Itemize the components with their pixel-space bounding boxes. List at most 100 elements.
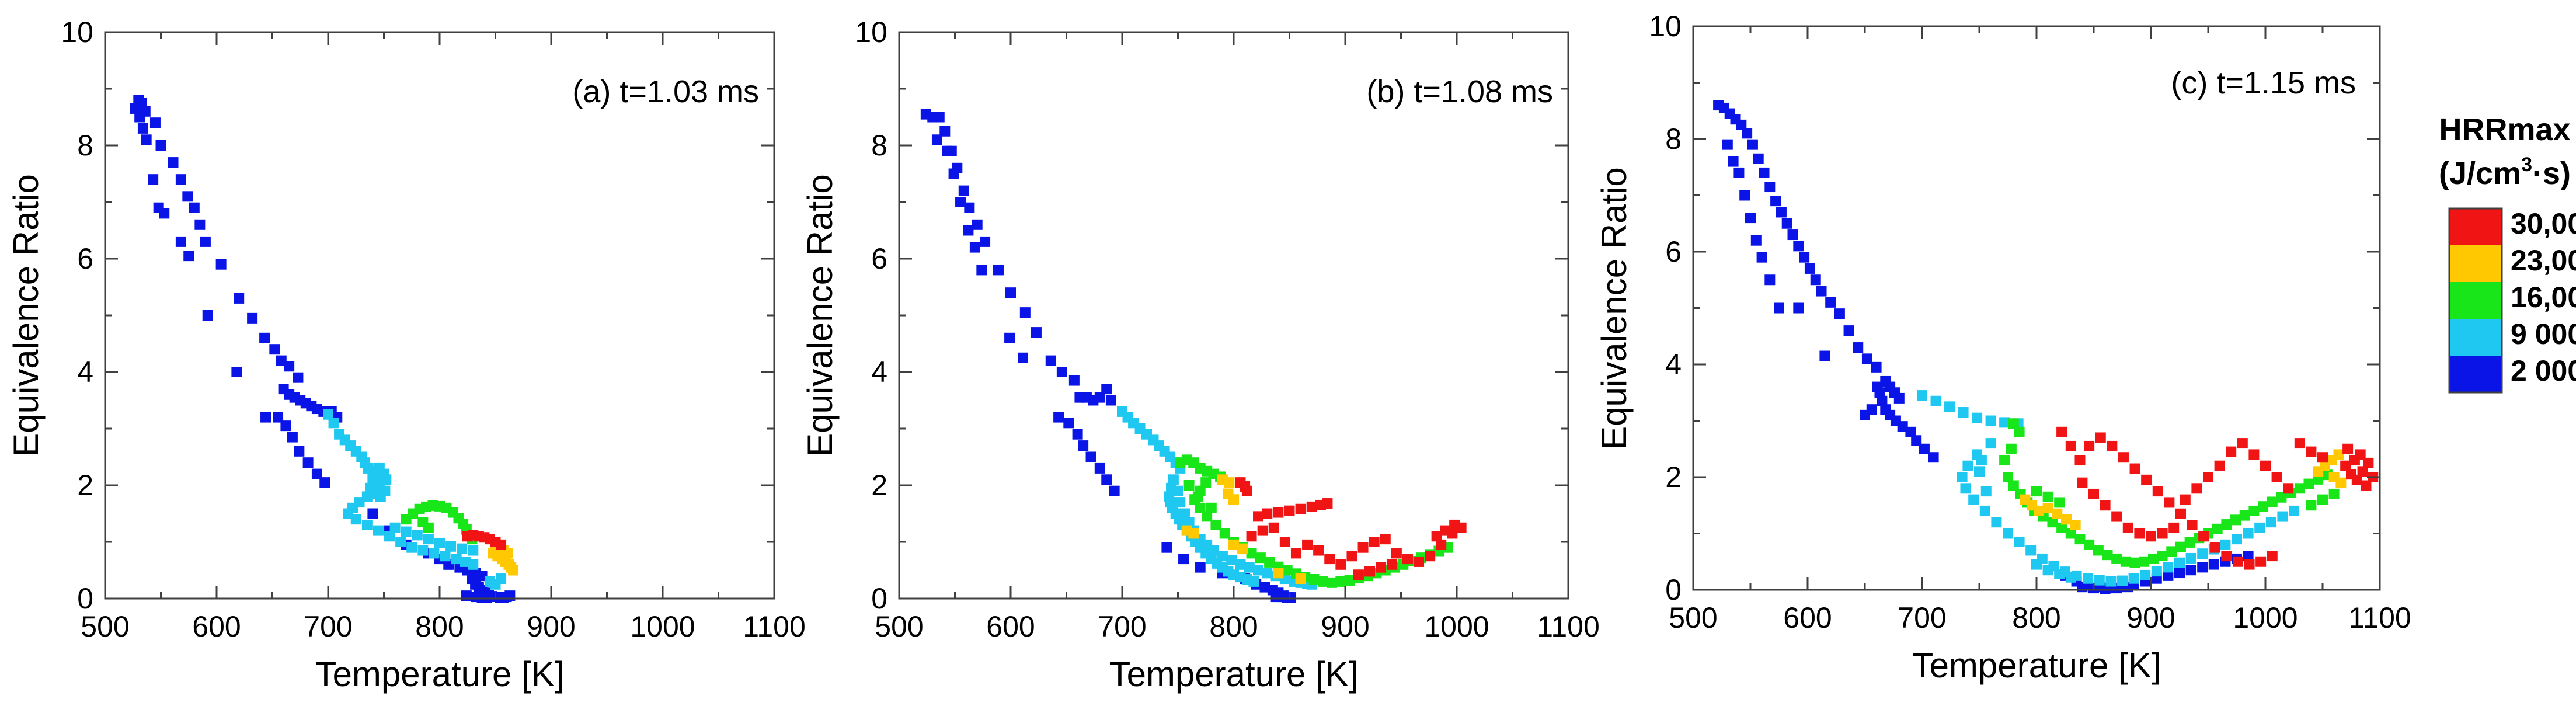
data-point (2294, 483, 2305, 494)
data-point (2180, 494, 2191, 505)
panel-b-xtick-label: 700 (1098, 610, 1146, 643)
data-point (302, 457, 314, 468)
panel-c: 500 600 700 800 900 1000 1100 0 2 4 6 8 … (1595, 10, 2411, 685)
data-point (2197, 548, 2208, 559)
data-point (287, 432, 298, 443)
data-point (1237, 543, 1248, 554)
data-point (1277, 592, 1289, 603)
data-point (1004, 332, 1015, 343)
data-point (183, 251, 194, 262)
data-point (202, 310, 213, 321)
data-point (2232, 534, 2242, 545)
data-point (2129, 557, 2140, 568)
data-point (1063, 418, 1074, 429)
data-point (2025, 545, 2037, 556)
data-point (1262, 508, 1273, 519)
data-point (1202, 511, 1213, 522)
data-point (972, 219, 983, 230)
data-point (440, 551, 451, 562)
data-point (1391, 548, 1402, 559)
data-point (1246, 531, 1257, 542)
data-point (2083, 573, 2094, 584)
panel-c-title: (c) t=1.15 ms (2171, 65, 2356, 100)
data-point (2117, 575, 2128, 586)
data-point (350, 514, 361, 525)
data-point (2118, 452, 2129, 463)
data-point (1045, 355, 1056, 366)
data-point (280, 420, 291, 432)
data-point (1105, 395, 1116, 406)
data-point (2209, 542, 2220, 553)
data-point (1273, 568, 1284, 579)
data-point (2289, 505, 2299, 516)
data-point (2054, 568, 2065, 579)
data-point (1440, 525, 1451, 536)
data-point (2014, 426, 2025, 437)
data-point (1282, 565, 1293, 576)
data-point (1962, 460, 1973, 471)
data-point (2363, 457, 2374, 468)
data-point (1999, 455, 2010, 466)
data-point (1235, 559, 1246, 570)
data-point (1019, 307, 1031, 318)
data-point (2031, 559, 2042, 570)
data-point (468, 559, 479, 570)
panel-b-ytick-label: 6 (871, 242, 887, 275)
panel-b-ytick-label: 4 (871, 356, 887, 388)
data-point (423, 522, 434, 533)
data-point (2351, 474, 2362, 485)
panel-b-xtick-label: 900 (1321, 610, 1369, 643)
data-point (319, 477, 330, 488)
data-point (2111, 511, 2122, 522)
data-point (1369, 537, 1380, 547)
data-point (137, 98, 148, 109)
data-point (1804, 263, 1815, 274)
panel-b-xtick-label: 1000 (1424, 610, 1489, 643)
data-point (423, 534, 434, 545)
data-point (934, 112, 945, 123)
panel-b-plot-frame (898, 31, 1569, 600)
panel-b-xlabel: Temperature [K] (1109, 655, 1359, 694)
data-point (284, 361, 295, 372)
data-point (311, 468, 322, 479)
data-point (328, 418, 339, 429)
panel-a-ylabel: Equivalence Ratio (6, 174, 46, 457)
data-point (939, 126, 951, 137)
legend-units-prefix: (J/cm (2439, 156, 2521, 191)
data-point (1756, 252, 1767, 263)
hrr-legend: HRRmax (J/cm3·s) 30,000 23,000 16,000 9 … (2439, 112, 2576, 394)
panel-c-xlabel: Temperature [K] (1912, 646, 2161, 685)
data-point (1244, 562, 1255, 573)
data-point (2033, 505, 2044, 516)
data-point (1968, 494, 1979, 505)
data-point (468, 545, 479, 556)
data-point (1175, 497, 1186, 508)
data-point (380, 485, 391, 496)
data-point (1068, 375, 1080, 386)
panel-c-xtick-label: 600 (1783, 601, 1832, 634)
data-point (247, 312, 258, 324)
panel-b-ytick-label: 0 (871, 582, 887, 615)
data-point (269, 344, 280, 355)
data-point (182, 191, 193, 202)
data-point (2152, 486, 2163, 497)
data-point (2333, 449, 2344, 460)
data-point (2271, 472, 2282, 482)
data-point (1228, 539, 1239, 550)
panel-b-ytick-label: 8 (871, 129, 887, 162)
data-point (964, 202, 975, 213)
data-point (958, 185, 969, 196)
data-point (2074, 455, 2086, 466)
panel-a-ytick-label: 6 (77, 242, 93, 275)
legend-entry-label: 16,000 (2511, 281, 2576, 314)
data-point (367, 508, 378, 519)
data-point (417, 545, 429, 556)
data-point (1188, 528, 1199, 539)
panel-a-xlabel: Temperature [K] (315, 655, 565, 694)
data-point (1053, 412, 1064, 423)
panel-b-ticks (898, 31, 1569, 600)
data-point (2070, 520, 2081, 531)
data-point (2254, 522, 2265, 533)
data-point (1295, 573, 1306, 585)
data-point (373, 525, 384, 536)
